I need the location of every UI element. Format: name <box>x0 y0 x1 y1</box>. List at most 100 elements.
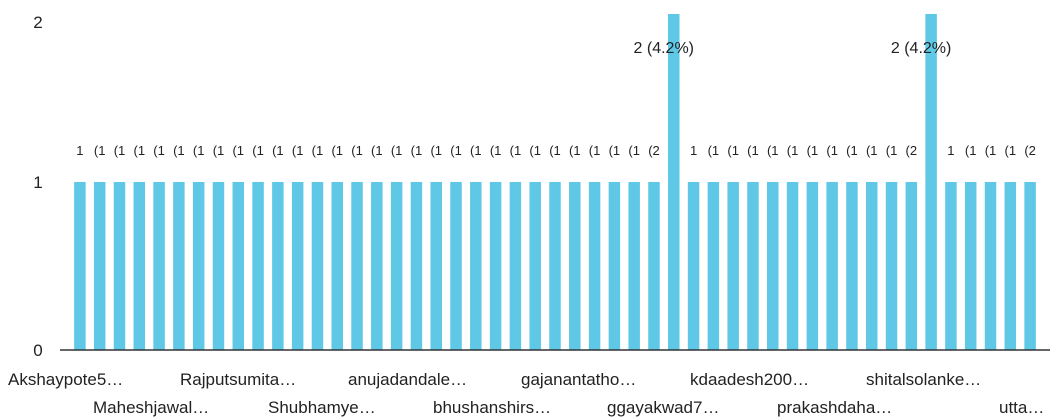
bar <box>232 182 245 350</box>
data-label: (1 <box>1005 143 1017 158</box>
bar <box>390 182 403 350</box>
category-label: Rajputsumita… <box>180 370 296 389</box>
bar <box>747 182 759 350</box>
data-labels-group: 1 (1 (1 (1 (1 (1 (1 (1 (1 (1 (1 (1 (1 (1 (1 (1 (1 (1 (1 (1 (… <box>76 40 1036 158</box>
data-label: (1 <box>965 143 977 158</box>
bar <box>252 182 264 350</box>
data-label: 2 (4.2%) <box>891 40 951 57</box>
data-label: (2 <box>906 143 918 158</box>
bar <box>826 182 838 350</box>
data-label: (1 <box>411 143 423 158</box>
data-label: (1 <box>391 143 403 158</box>
bar <box>311 182 324 350</box>
y-axis-ticks: 0 1 2 <box>33 13 42 360</box>
category-label: ggayakwad7… <box>607 398 719 417</box>
bar <box>192 182 205 350</box>
bar <box>727 182 739 350</box>
data-label: (1 <box>134 143 146 158</box>
bar <box>905 182 918 350</box>
data-label: (1 <box>886 143 898 158</box>
bar <box>984 182 997 350</box>
bar <box>707 182 720 350</box>
data-label: (1 <box>371 143 383 158</box>
bar <box>786 182 799 350</box>
bar <box>846 182 858 350</box>
data-label: (1 <box>985 143 997 158</box>
bar <box>133 182 146 350</box>
data-label: (2 <box>648 143 660 158</box>
category-labels-group: Akshaypote5… Rajputsumita… anujadandale… ga… <box>8 370 1044 417</box>
bar <box>964 182 977 350</box>
category-label: bhushanshirs… <box>433 398 551 417</box>
data-label: (1 <box>490 143 502 158</box>
bar <box>470 182 482 350</box>
data-label: (1 <box>213 143 225 158</box>
bar <box>767 182 779 350</box>
bar <box>608 182 621 350</box>
data-label: 2 (4.2%) <box>634 40 694 57</box>
data-label: (1 <box>430 143 442 158</box>
data-label: (1 <box>331 143 343 158</box>
data-label: (1 <box>272 143 284 158</box>
y-tick-label: 0 <box>33 341 42 360</box>
bar <box>865 182 878 350</box>
bar <box>648 182 660 350</box>
bar <box>93 182 106 350</box>
bar <box>410 182 423 350</box>
category-label: Shubhamye… <box>268 398 376 417</box>
category-label: Akshaypote5… <box>8 370 123 389</box>
data-label: (2 <box>1024 143 1036 158</box>
bar <box>529 182 541 350</box>
bar <box>450 182 462 350</box>
bar <box>588 182 601 350</box>
y-tick-label: 1 <box>33 173 42 192</box>
bar <box>153 182 165 350</box>
data-label: (1 <box>807 143 819 158</box>
bar <box>668 14 680 350</box>
data-label: (1 <box>193 143 205 158</box>
bar <box>628 182 640 350</box>
data-label: (1 <box>569 143 581 158</box>
bar <box>74 182 86 350</box>
category-label: utta… <box>999 398 1044 417</box>
bar <box>1024 182 1036 350</box>
category-label: shitalsolanke… <box>866 370 981 389</box>
data-label: (1 <box>767 143 779 158</box>
bar <box>331 182 343 350</box>
bar <box>212 182 225 350</box>
data-label: (1 <box>450 143 462 158</box>
data-label: (1 <box>114 143 126 158</box>
category-label: kdaadesh200… <box>690 370 809 389</box>
bars-group <box>74 14 1036 350</box>
bar <box>687 182 700 350</box>
data-label: (1 <box>826 143 838 158</box>
data-label: (1 <box>708 143 720 158</box>
bar <box>925 14 937 350</box>
bar <box>885 182 898 350</box>
bar <box>351 182 363 350</box>
bar <box>1004 182 1017 350</box>
data-label: (1 <box>846 143 858 158</box>
data-label: (1 <box>252 143 264 158</box>
data-label: (1 <box>628 143 640 158</box>
bar <box>806 182 819 350</box>
data-label: (1 <box>153 143 165 158</box>
category-label: gajanantatho… <box>521 370 636 389</box>
bar <box>569 182 581 350</box>
data-label: (1 <box>727 143 739 158</box>
data-label: (1 <box>589 143 601 158</box>
data-label: (1 <box>292 143 304 158</box>
bar <box>549 182 561 350</box>
bar <box>173 182 185 350</box>
category-label: Maheshjawal… <box>93 398 209 417</box>
bar <box>272 182 284 350</box>
data-label: (1 <box>232 143 244 158</box>
data-label: (1 <box>312 143 324 158</box>
data-label: (1 <box>173 143 185 158</box>
data-label: (1 <box>549 143 561 158</box>
data-label: (1 <box>94 143 106 158</box>
data-label: (1 <box>609 143 621 158</box>
data-label: 1 <box>76 143 83 158</box>
bar <box>291 182 304 350</box>
